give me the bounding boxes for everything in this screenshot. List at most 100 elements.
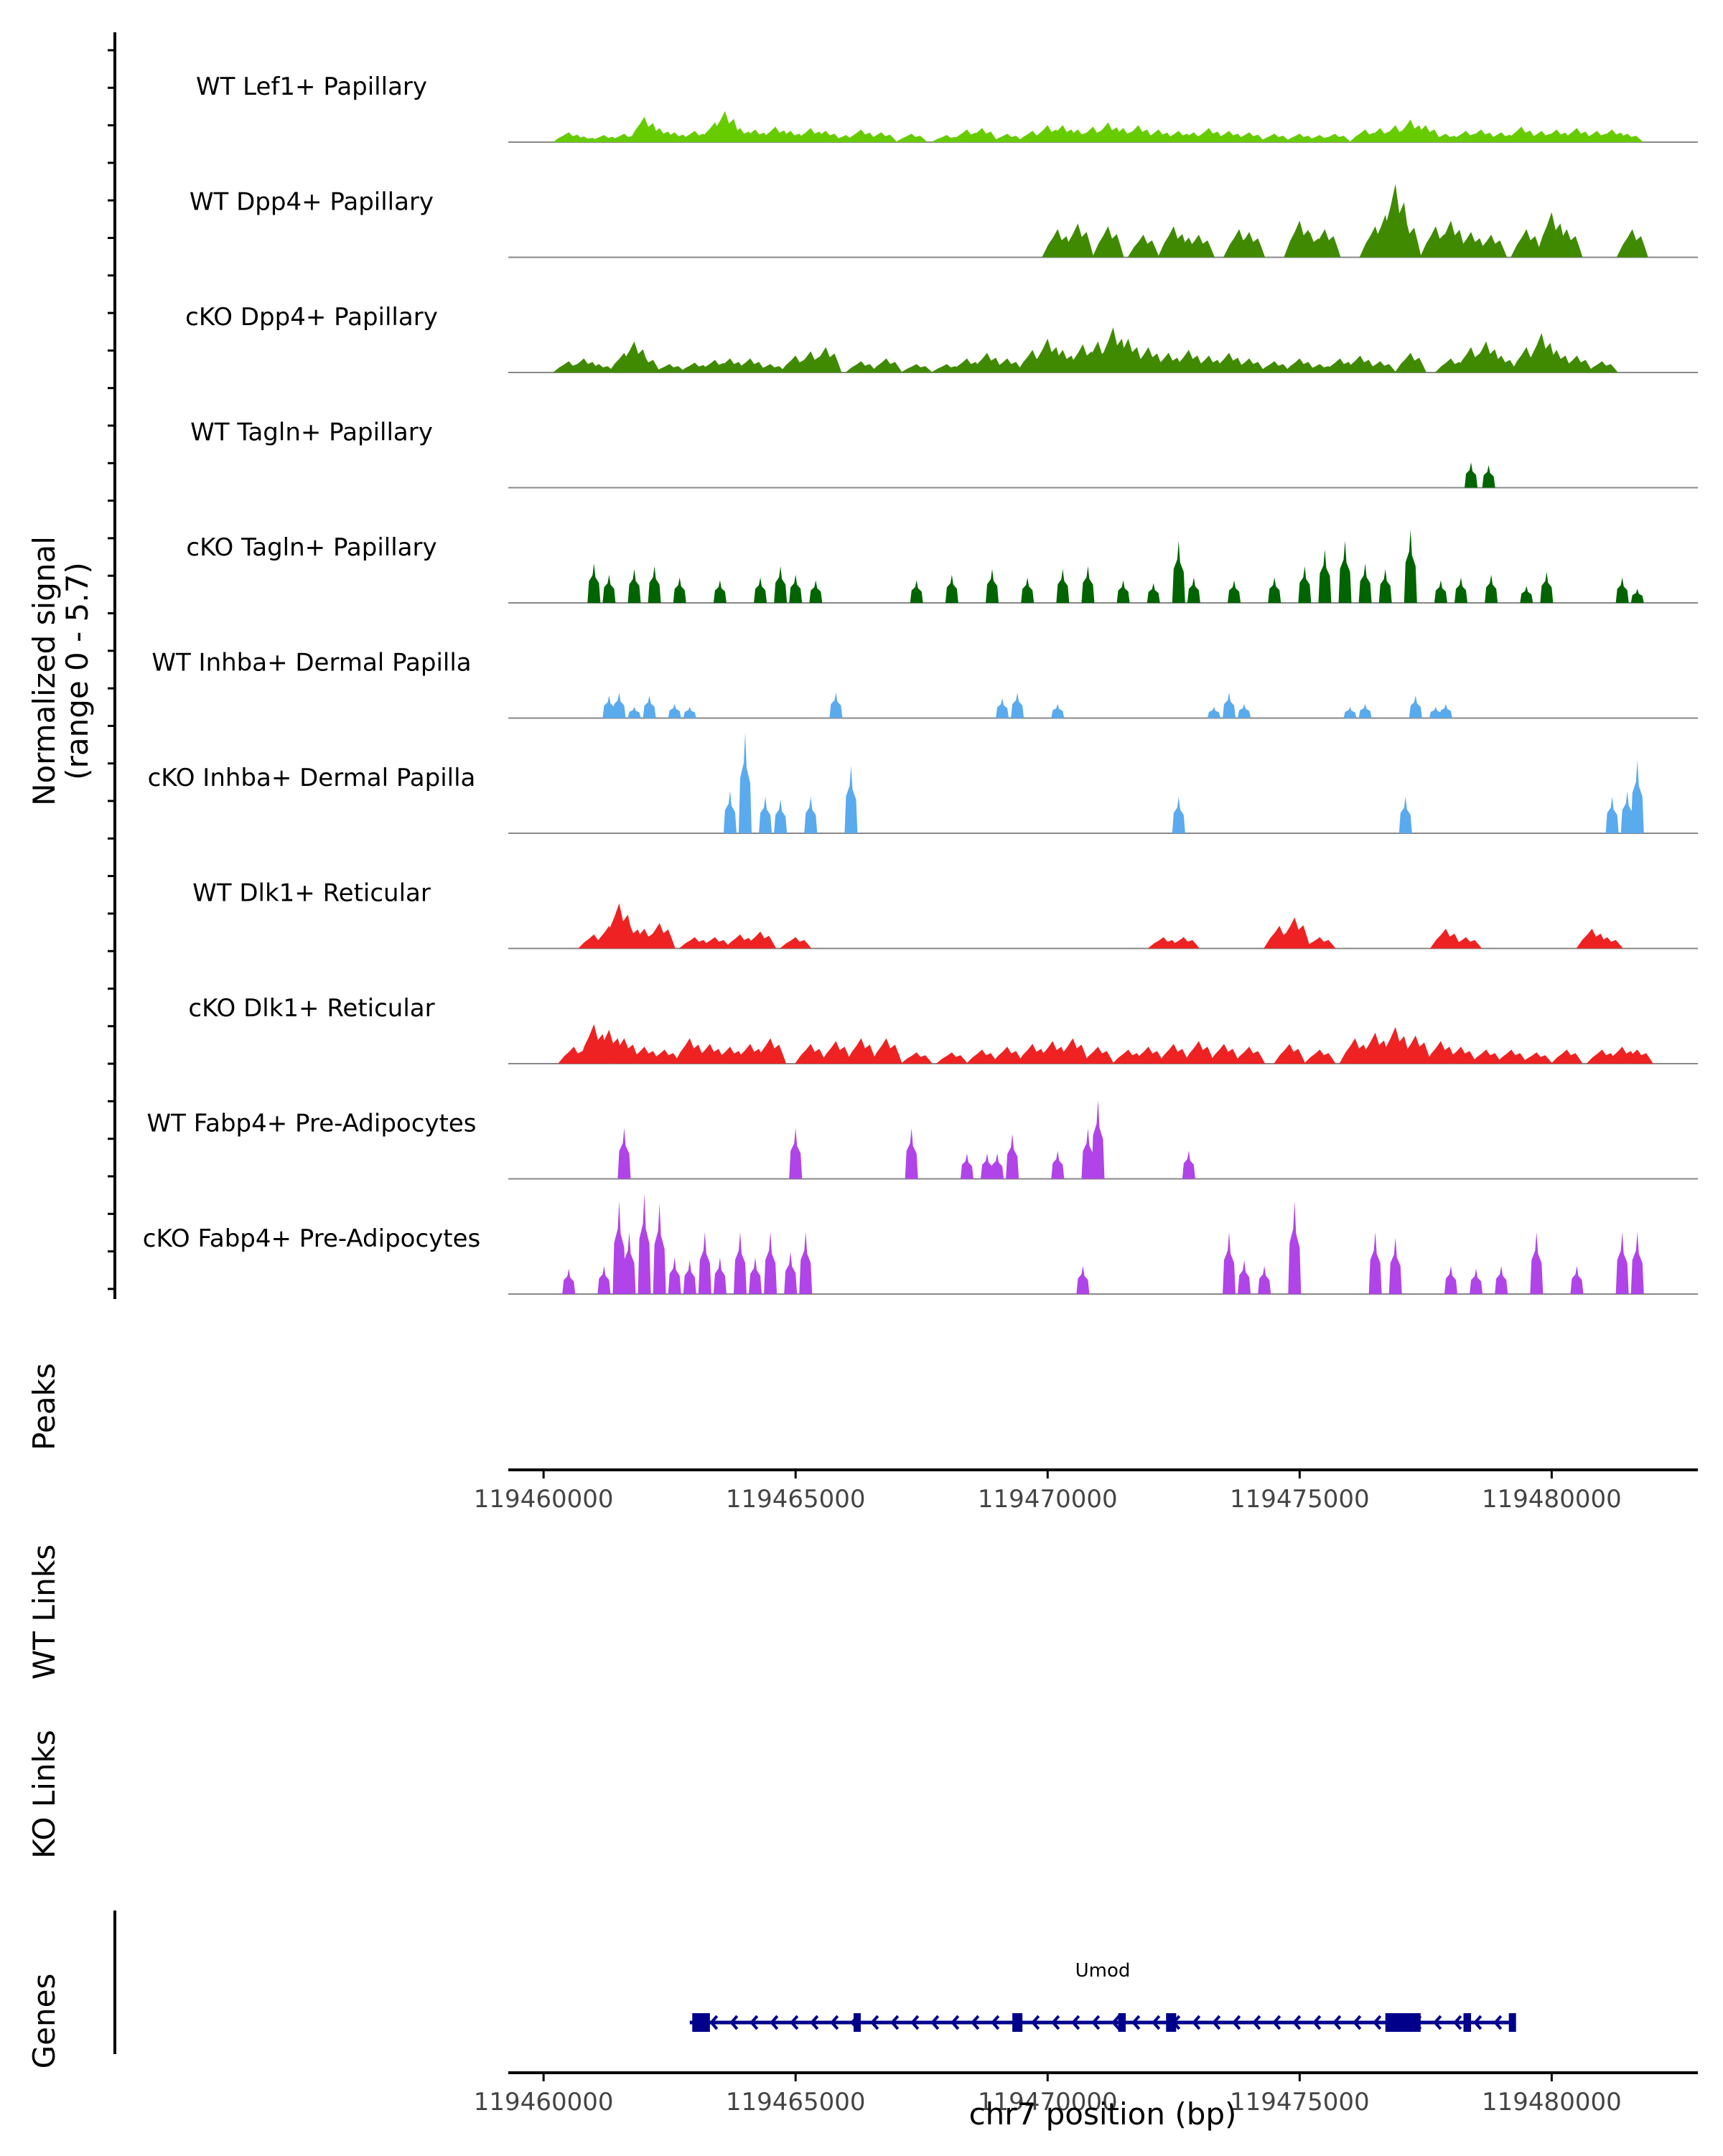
signal-peak bbox=[1076, 1265, 1090, 1294]
strand-arrow bbox=[1031, 2015, 1040, 2030]
signal-peak bbox=[648, 1049, 681, 1064]
strand-arrow bbox=[1373, 2015, 1382, 2030]
strand-arrow bbox=[709, 2015, 719, 2030]
track-label: cKO Dlk1+ Reticular bbox=[188, 994, 434, 1023]
y-axis bbox=[108, 32, 116, 1299]
signal-peak bbox=[1605, 796, 1619, 833]
signal-peak bbox=[795, 1044, 827, 1064]
track-label: WT Inhba+ Dermal Papilla bbox=[151, 649, 471, 678]
signal-peak bbox=[608, 1038, 640, 1064]
signal-peak bbox=[845, 129, 877, 142]
signal-peak bbox=[1228, 580, 1241, 603]
signal-peak bbox=[1259, 133, 1291, 142]
track-cko-dlk1-reticular: cKO Dlk1+ Reticular bbox=[188, 994, 1698, 1064]
signal-peak bbox=[1344, 355, 1376, 372]
panel-label-wt-links: WT Links bbox=[27, 1545, 62, 1679]
signal-peak bbox=[612, 1201, 626, 1294]
track-cko-tagln-papillary: cKO Tagln+ Papillary bbox=[186, 529, 1698, 604]
signal-peak bbox=[1051, 1150, 1065, 1179]
signal-peak bbox=[810, 347, 842, 372]
strand-arrow bbox=[951, 2015, 960, 2030]
signal-peak bbox=[1182, 1041, 1215, 1064]
signal-peak bbox=[910, 580, 923, 603]
signal-peak bbox=[749, 1257, 762, 1294]
signal-peak bbox=[1223, 1232, 1236, 1294]
x-axis-peaks: 119460000 119465000 119470000 119475000 1194… bbox=[474, 1468, 1698, 1514]
signal-peak bbox=[1207, 706, 1220, 718]
signal-peak bbox=[699, 937, 731, 949]
strand-arrow bbox=[1473, 2015, 1482, 2030]
signal-peak bbox=[754, 577, 767, 603]
signal-peak bbox=[1006, 1133, 1019, 1179]
signal-peak bbox=[1172, 796, 1185, 833]
x-axis-title: chr7 position (bp) bbox=[969, 2096, 1237, 2132]
strand-arrow bbox=[1232, 2015, 1241, 2030]
signal-peak bbox=[1630, 1232, 1644, 1294]
signal-peak bbox=[643, 923, 676, 949]
track-cko-fabp4-pre-adipocytes: cKO Fabp4+ Pre-Adipocytes bbox=[143, 1194, 1698, 1295]
signal-peak bbox=[713, 580, 727, 603]
signal-peak bbox=[673, 1038, 706, 1064]
track-wt-fabp4-pre-adipocytes: WT Fabp4+ Pre-Adipocytes bbox=[147, 1100, 1698, 1180]
strand-arrow bbox=[890, 2015, 900, 2030]
signal-peak bbox=[638, 1194, 651, 1294]
signal-peak bbox=[628, 355, 660, 372]
signal-peak bbox=[673, 577, 686, 603]
signal-peak bbox=[668, 1257, 681, 1294]
signal-peak bbox=[1233, 358, 1266, 372]
signal-peak bbox=[1630, 589, 1644, 603]
track-label: WT Fabp4+ Pre-Adipocytes bbox=[147, 1110, 477, 1138]
signal-peak bbox=[683, 706, 696, 718]
x-tick-label: 119475000 bbox=[1230, 2088, 1370, 2117]
signal-peak bbox=[1615, 577, 1629, 603]
track-label: cKO Fabp4+ Pre-Adipocytes bbox=[143, 1224, 481, 1253]
signal-peak bbox=[668, 703, 681, 718]
x-tick-label: 119465000 bbox=[726, 2088, 866, 2117]
signal-peak bbox=[991, 1046, 1024, 1064]
x-tick-label: 119480000 bbox=[1482, 1485, 1622, 1514]
signal-peak bbox=[1112, 338, 1144, 372]
signal-peak bbox=[1304, 937, 1336, 949]
signal-peak bbox=[759, 796, 772, 833]
signal-peak bbox=[991, 358, 1024, 372]
signal-peak bbox=[622, 1232, 636, 1294]
gene-track: Umod bbox=[689, 1960, 1516, 2032]
signal-peak bbox=[1157, 1044, 1190, 1064]
signal-peak bbox=[870, 1038, 902, 1064]
signal-peak bbox=[1223, 693, 1236, 718]
signal-peak bbox=[587, 563, 601, 603]
strand-arrow bbox=[1192, 2015, 1201, 2030]
signal-peak bbox=[627, 706, 641, 718]
signal-peak bbox=[738, 733, 752, 833]
track-cko-inhba-dermal-papilla: cKO Inhba+ Dermal Papilla bbox=[148, 733, 1698, 834]
signal-peak bbox=[627, 568, 641, 603]
strand-arrow bbox=[1091, 2015, 1101, 2030]
signal-peak bbox=[1444, 1265, 1457, 1294]
signal-peak bbox=[1127, 235, 1159, 258]
strand-arrow bbox=[870, 2015, 879, 2030]
signal-peak bbox=[935, 1052, 968, 1064]
signal-peak bbox=[774, 799, 788, 833]
signal-peak bbox=[1213, 352, 1246, 372]
strand-arrow bbox=[1493, 2015, 1503, 2030]
signal-peak bbox=[1142, 129, 1175, 142]
signal-peak bbox=[1132, 1046, 1164, 1064]
signal-peak bbox=[1439, 703, 1452, 718]
track-wt-lef1-papillary: WT Lef1+ Papillary bbox=[196, 72, 1698, 143]
signal-peak bbox=[1389, 217, 1421, 258]
strand-arrow bbox=[1131, 2015, 1141, 2030]
signal-peak bbox=[1192, 128, 1225, 142]
signal-peak bbox=[1586, 361, 1618, 372]
strand-arrow bbox=[910, 2015, 920, 2030]
signal-peak bbox=[1394, 352, 1427, 372]
strand-arrow bbox=[971, 2015, 980, 2030]
y-axis-title-range: (range 0 - 5.7) bbox=[60, 562, 95, 780]
signal-peak bbox=[1319, 133, 1351, 142]
gene-label: Umod bbox=[1075, 1960, 1131, 1982]
y-axis-title: Normalized signal (range 0 - 5.7) bbox=[27, 536, 95, 806]
track-label: cKO Inhba+ Dermal Papilla bbox=[148, 764, 476, 792]
track-label: WT Dlk1+ Reticular bbox=[192, 879, 431, 908]
signal-peak bbox=[1081, 566, 1095, 603]
signal-peak bbox=[1540, 571, 1554, 603]
signal-peak bbox=[1561, 355, 1593, 372]
